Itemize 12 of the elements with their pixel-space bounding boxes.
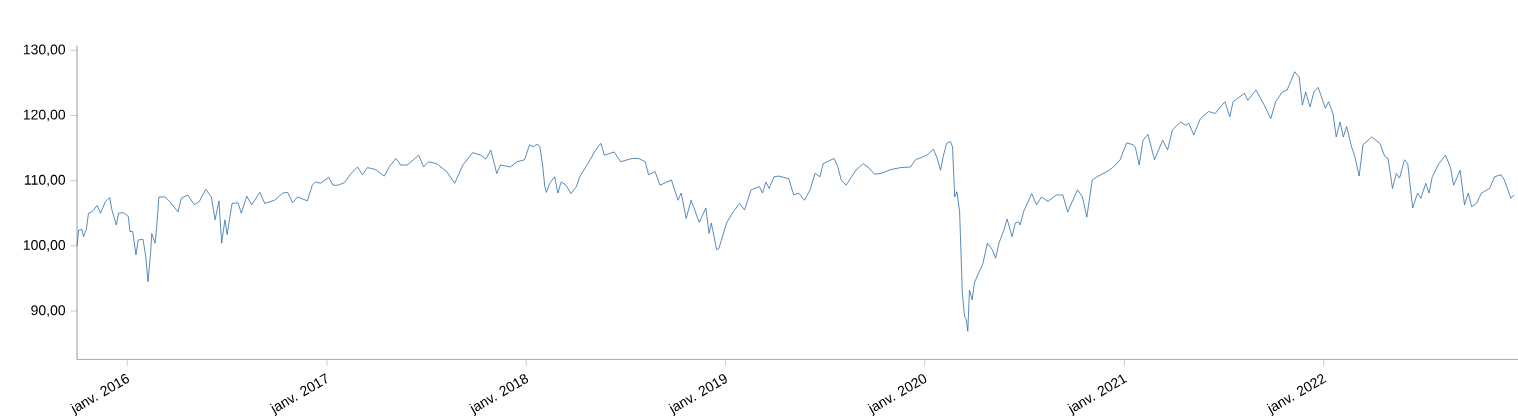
- x-tick-label: janv. 2016: [70, 374, 130, 417]
- y-tick-label: 100,00: [23, 240, 66, 252]
- y-tick-label: 110,00: [24, 174, 66, 187]
- y-tick-label: 90,00: [31, 305, 66, 317]
- line-series: [76, 71, 1515, 332]
- x-tick-label: janv. 2022: [1266, 374, 1327, 417]
- y-tick-label: 120,00: [23, 109, 66, 122]
- x-tick-label: janv. 2019: [668, 374, 727, 417]
- y-tick-label: 130,00: [23, 44, 66, 57]
- x-tick-label: janv. 2018: [469, 374, 529, 417]
- x-tick-label: janv. 2020: [867, 374, 927, 417]
- x-tick-label: janv. 2021: [1067, 374, 1128, 417]
